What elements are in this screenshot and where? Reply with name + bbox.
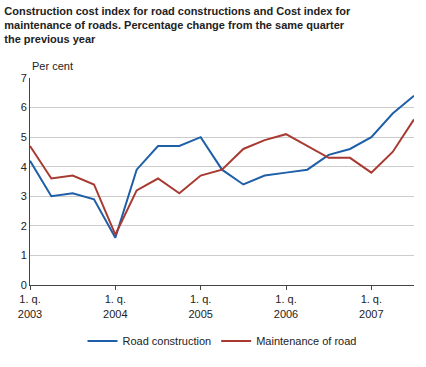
- svg-text:1. q.2007: 1. q.2007: [359, 293, 383, 319]
- svg-text:4: 4: [21, 161, 27, 173]
- svg-text:3: 3: [21, 190, 27, 202]
- svg-text:1. q.2003: 1. q.2003: [18, 293, 42, 319]
- svg-text:Per cent: Per cent: [32, 60, 73, 72]
- svg-text:2: 2: [21, 220, 27, 232]
- svg-text:1. q.2006: 1. q.2006: [274, 293, 298, 319]
- svg-text:5: 5: [21, 131, 27, 143]
- svg-text:7: 7: [21, 72, 27, 84]
- svg-text:1: 1: [21, 249, 27, 261]
- svg-text:Road construction: Road construction: [123, 335, 212, 347]
- svg-text:1. q.2005: 1. q.2005: [188, 293, 212, 319]
- svg-text:Maintenance of road: Maintenance of road: [256, 335, 356, 347]
- svg-text:Construction cost index for ro: Construction cost index for road constru…: [4, 5, 351, 46]
- svg-text:6: 6: [21, 101, 27, 113]
- svg-text:0: 0: [21, 279, 27, 291]
- svg-text:1. q.2004: 1. q.2004: [103, 293, 127, 319]
